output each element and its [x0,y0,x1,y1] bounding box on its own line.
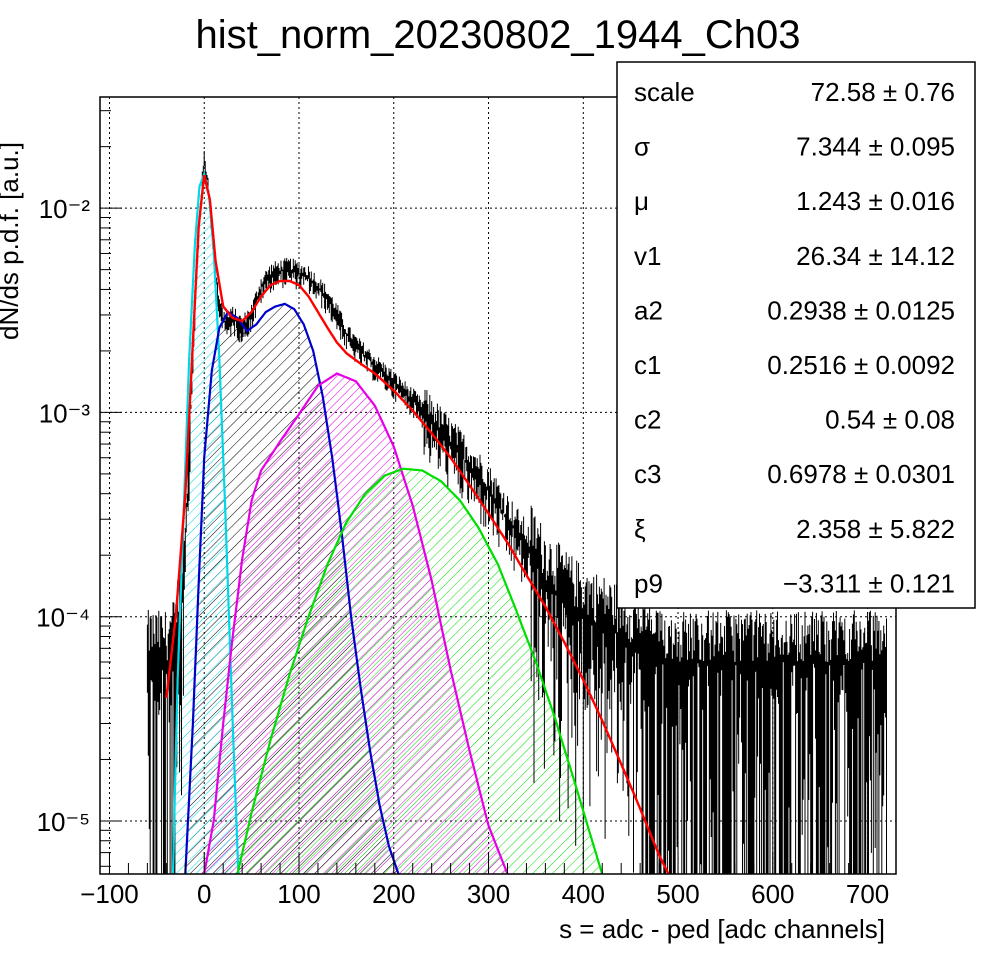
stat-value: 26.34 ± 14.12 [796,241,955,271]
x-tick-label: 200 [372,879,415,909]
component-fills [173,174,603,874]
x-tick-label: 0 [197,879,211,909]
stat-value: 2.358 ± 5.822 [796,514,955,544]
x-tick-label: 600 [751,879,794,909]
stat-name: c1 [634,350,661,380]
x-axis-label: s = adc - ped [adc channels] [559,914,885,944]
stat-value: 1.243 ± 0.016 [796,186,955,216]
component-curve-2 [203,372,509,874]
stat-value: 7.344 ± 0.095 [796,132,955,162]
y-tick-label: 10⁻³ [39,398,91,428]
component-curve-1 [184,302,400,874]
component-curve-3 [236,467,604,874]
x-tick-label: −100 [80,879,139,909]
stat-name: scale [634,77,695,107]
x-tick-label: 700 [846,879,889,909]
fit-curves [165,170,670,874]
stat-value: 0.6978 ± 0.0301 [767,459,955,489]
x-tick-label: 100 [277,879,320,909]
component-fill-0 [173,174,239,874]
stat-name: v1 [634,241,661,271]
stat-name: c3 [634,459,661,489]
stats-box-frame [616,61,976,609]
histogram-bars [146,151,887,874]
stats-box: scale 72.58 ± 0.76 σ 7.344 ± 0.095 μ 1.243 ± … [616,61,976,609]
fit-curve-total [165,174,670,874]
y-tick-label: 10⁻⁵ [37,807,90,837]
y-axis-label: dN/ds p.d.f. [a.u.] [0,142,24,340]
histogram [146,151,887,874]
stat-value: −3.311 ± 0.121 [783,568,955,598]
stat-name: p9 [634,568,663,598]
y-tick-label: 10⁻⁴ [36,603,90,633]
stat-name: c2 [634,405,661,435]
y-axis: 10⁻⁵ 10⁻⁴ 10⁻³ 10⁻² [36,110,122,867]
stat-value: 0.54 ± 0.08 [825,405,955,435]
y-tick-label: 10⁻² [39,194,91,224]
stat-name: σ [634,132,650,162]
stat-name: μ [634,186,649,216]
stat-name: ξ [634,514,646,544]
stat-value: 0.2516 ± 0.0092 [767,350,955,380]
stat-value: 0.2938 ± 0.0125 [767,295,955,325]
stat-value: 72.58 ± 0.76 [811,77,955,107]
x-axis: −100 0 100 200 300 400 500 600 700 [80,852,889,909]
stat-name: a2 [634,295,663,325]
component-fill-1 [185,303,399,874]
x-tick-label: 400 [562,879,605,909]
x-tick-label: 300 [467,879,510,909]
chart-title: hist_norm_20230802_1944_Ch03 [196,13,801,57]
x-tick-label: 500 [656,879,699,909]
